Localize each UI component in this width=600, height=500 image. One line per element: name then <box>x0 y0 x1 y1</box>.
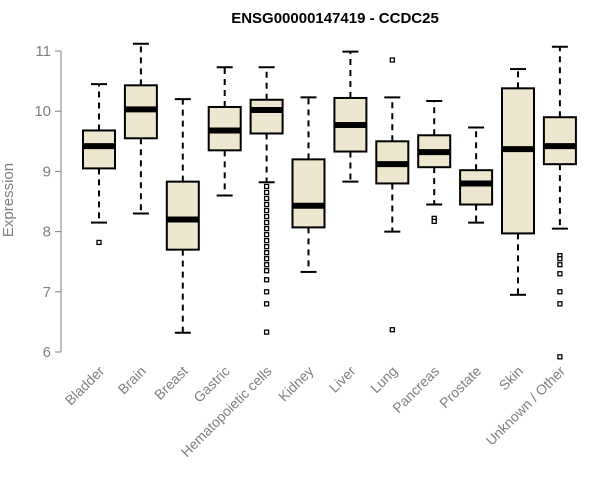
outlier-point <box>263 262 270 268</box>
boxes-group <box>82 42 577 360</box>
outlier-point <box>263 289 270 295</box>
outlier-point <box>263 213 270 220</box>
outlier-point <box>557 289 563 295</box>
box-brain <box>123 42 158 215</box>
x-tick-label: Brain <box>115 363 149 397</box>
outlier-point <box>263 189 270 196</box>
iqr-box <box>459 169 494 206</box>
outlier-point <box>263 231 270 238</box>
x-tick-label: Unknown / Other <box>482 363 568 449</box>
box-unknown-other <box>542 45 577 360</box>
box-pancreas <box>417 99 452 225</box>
iqr-box <box>291 158 326 229</box>
outlier-point <box>263 250 270 256</box>
outlier-point <box>263 329 270 335</box>
outlier-point <box>96 239 102 246</box>
outlier-point <box>431 218 437 225</box>
y-tick-label: 7 <box>43 284 51 301</box>
iqr-box <box>501 87 535 235</box>
box-liver <box>333 50 368 183</box>
iqr-box <box>165 180 200 251</box>
outlier-point <box>263 256 270 262</box>
x-tick-label: Kidney <box>275 363 317 405</box>
outlier-point <box>263 183 270 190</box>
outlier-point <box>263 277 270 283</box>
x-tick-label: Pancreas <box>389 363 442 416</box>
y-tick-label: 8 <box>43 224 51 241</box>
x-tick-label: Bladder <box>62 363 108 409</box>
outlier-point <box>263 201 270 208</box>
outlier-point <box>263 207 270 214</box>
y-axis-label: Expression <box>0 163 17 237</box>
y-tick-label: 11 <box>35 43 51 60</box>
iqr-box <box>249 98 284 135</box>
outlier-point <box>263 219 270 226</box>
outlier-point <box>557 262 563 268</box>
box-hematopoietic-cells <box>249 66 284 335</box>
y-tick-label: 6 <box>43 344 51 361</box>
y-tick-label: 9 <box>43 163 51 180</box>
y-tick-label: 10 <box>34 103 51 120</box>
outlier-point <box>389 57 395 63</box>
outlier-point <box>263 237 270 244</box>
x-tick-label: Lung <box>367 363 400 396</box>
x-tick-label: Breast <box>151 363 191 403</box>
x-tick-label: Liver <box>326 363 359 396</box>
outlier-point <box>263 268 270 274</box>
outlier-point <box>263 243 270 250</box>
outlier-point <box>263 195 270 202</box>
iqr-box <box>82 129 116 170</box>
box-gastric <box>207 66 242 197</box>
box-bladder <box>82 83 116 246</box>
box-kidney <box>291 96 326 273</box>
outlier-point <box>557 256 563 262</box>
outlier-point <box>263 301 270 307</box>
x-tick-label: Skin <box>496 363 527 394</box>
iqr-box <box>542 116 577 166</box>
outlier-point <box>557 354 563 360</box>
outlier-point <box>557 271 563 277</box>
chart-title: ENSG00000147419 - CCDC25 <box>231 10 439 27</box>
x-tick-label: Prostate <box>436 363 484 411</box>
outlier-point <box>389 327 395 333</box>
box-skin <box>501 68 535 296</box>
outlier-point <box>263 225 270 232</box>
y-axis: 6 7 8 9 10 11 <box>34 43 62 361</box>
box-breast <box>165 98 200 334</box>
box-lung <box>375 57 410 333</box>
outlier-point <box>557 301 563 307</box>
box-prostate <box>459 126 494 224</box>
